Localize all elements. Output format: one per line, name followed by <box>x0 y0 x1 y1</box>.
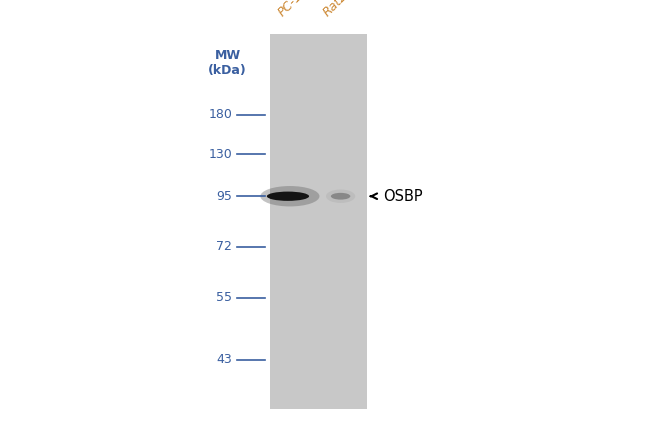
Ellipse shape <box>331 193 350 200</box>
Text: OSBP: OSBP <box>384 189 423 204</box>
Text: 55: 55 <box>216 291 232 304</box>
Text: 95: 95 <box>216 190 232 203</box>
Text: 72: 72 <box>216 241 232 253</box>
Bar <box>270 34 367 409</box>
Text: 180: 180 <box>208 108 232 121</box>
Ellipse shape <box>266 192 309 201</box>
Text: 43: 43 <box>216 353 232 366</box>
Text: 130: 130 <box>208 148 232 160</box>
Ellipse shape <box>326 189 355 203</box>
Ellipse shape <box>260 186 319 206</box>
Text: MW
(kDa): MW (kDa) <box>208 49 247 76</box>
Text: Rat2: Rat2 <box>321 0 351 19</box>
Text: PC-12: PC-12 <box>276 0 311 19</box>
